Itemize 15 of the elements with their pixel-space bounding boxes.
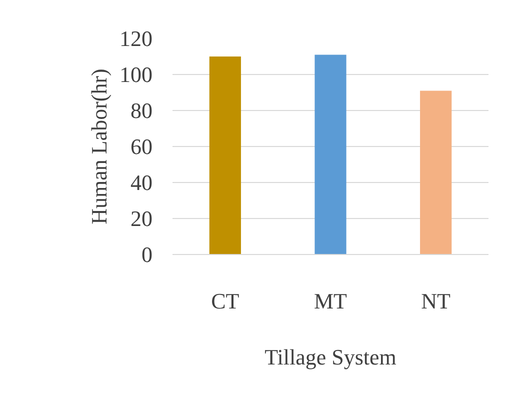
- y-tick-label: 120: [120, 26, 152, 51]
- bar: [209, 56, 241, 254]
- y-tick-label: 80: [130, 98, 152, 123]
- x-tick-label: CT: [211, 288, 240, 314]
- y-tick-label: 100: [120, 62, 152, 87]
- y-axis-title: Human Labor(hr): [86, 68, 112, 224]
- bar: [420, 90, 452, 254]
- y-tick-label: 20: [130, 206, 152, 231]
- x-axis-title: Tillage System: [264, 344, 396, 370]
- bar: [314, 54, 346, 254]
- y-tick-label: 60: [130, 134, 152, 159]
- y-tick-label: 0: [142, 242, 152, 267]
- y-tick-label: 40: [130, 170, 152, 195]
- x-tick-label: MT: [314, 288, 348, 314]
- x-tick-label: NT: [421, 288, 452, 314]
